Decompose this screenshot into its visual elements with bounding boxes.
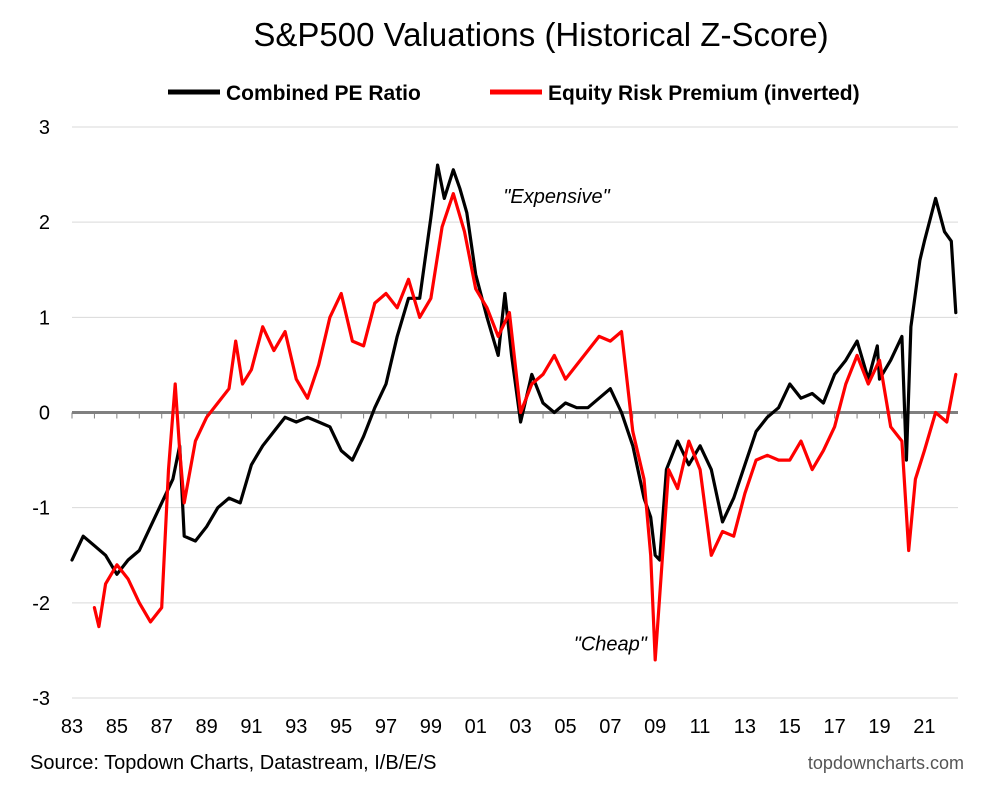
x-tick-label: 95: [330, 716, 352, 738]
x-tick-label: 13: [734, 716, 756, 738]
brand-watermark: topdowncharts.com: [808, 753, 964, 773]
legend-label-erp: Equity Risk Premium (inverted): [548, 82, 860, 105]
annotations: "Expensive" "Cheap": [503, 186, 648, 655]
annotation-label: "Expensive": [503, 186, 610, 208]
x-tick-label: 19: [868, 716, 890, 738]
y-tick-label: 1: [39, 307, 50, 329]
y-tick-label: 3: [39, 117, 50, 139]
x-tick-label: 07: [599, 716, 621, 738]
x-tick-label: 91: [240, 716, 262, 738]
gridlines: [72, 126, 958, 699]
series-line-0: [70, 163, 958, 576]
x-tick-label: 93: [285, 716, 307, 738]
legend-label-pe: Combined PE Ratio: [226, 82, 421, 105]
series-line-1: [92, 192, 958, 662]
x-tick-label: 09: [644, 716, 666, 738]
x-tick-label: 03: [509, 716, 531, 738]
x-tick-label: 83: [61, 716, 83, 738]
x-tick-label: 97: [375, 716, 397, 738]
y-tick-label: -3: [32, 688, 50, 710]
x-tick-label: 85: [106, 716, 128, 738]
legend: Combined PE Ratio Equity Risk Premium (i…: [168, 82, 860, 105]
x-tick-label: 89: [195, 716, 217, 738]
x-tick-label: 87: [151, 716, 173, 738]
x-tick-label: 99: [420, 716, 442, 738]
y-axis-tick-labels: 3 2 1 0 -1 -2 -3: [32, 117, 50, 710]
x-tick-label: 01: [465, 716, 487, 738]
x-axis-tick-labels: 83 85 87 89 91 93 95 97 99 01 03 05 07 09 11 13 15 17 19 21: [61, 716, 936, 738]
source-note: Source: Topdown Charts, Datastream, I/B/…: [30, 752, 436, 774]
x-tick-label: 15: [779, 716, 801, 738]
x-axis-tick-marks: [71, 412, 948, 419]
x-tick-label: 11: [690, 716, 711, 738]
y-tick-label: -1: [32, 498, 50, 520]
y-tick-label: -2: [32, 593, 50, 615]
series-layer: [70, 163, 958, 662]
x-tick-label: 21: [913, 716, 935, 738]
x-tick-label: 17: [824, 716, 846, 738]
annotation-label: "Cheap": [574, 633, 648, 655]
chart-title: S&P500 Valuations (Historical Z-Score): [253, 16, 828, 53]
y-tick-label: 0: [39, 403, 50, 425]
x-tick-label: 05: [554, 716, 576, 738]
y-tick-label: 2: [39, 212, 50, 234]
